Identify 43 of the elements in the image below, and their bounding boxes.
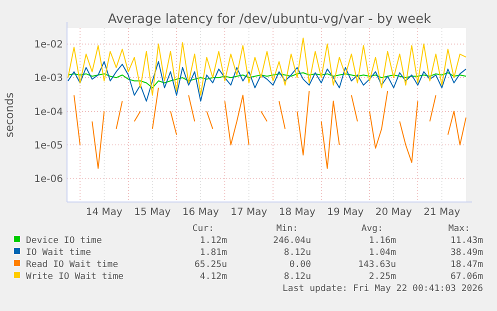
text: 1.16m — [368, 236, 396, 246]
text: 11.43m — [450, 236, 483, 246]
x-tick-label: 21 May — [424, 207, 460, 218]
legend-label: Write IO Wait time — [26, 272, 124, 282]
legend-label: Device IO time — [26, 236, 102, 246]
text: Min: — [276, 224, 298, 234]
x-tick-label: 20 May — [375, 207, 412, 218]
x-tick-label: 17 May — [230, 207, 268, 218]
y-tick-label: 1e-03 — [34, 73, 63, 84]
line-series — [68, 38, 466, 96]
text: 4.12m — [200, 272, 227, 282]
text: Avg: — [361, 224, 383, 234]
text: 65.25u — [194, 260, 227, 270]
text: 1.04m — [368, 248, 396, 258]
text: 8.12u — [284, 272, 311, 282]
text: Max: — [448, 224, 470, 234]
text: 1.12m — [200, 236, 227, 246]
x-tick-label: 14 May — [86, 207, 123, 218]
text: Cur: — [192, 224, 214, 234]
y-tick-label: 1e-04 — [34, 106, 63, 118]
text: Last update: Fri May 22 00:41:03 2026 — [282, 284, 483, 294]
text: 143.63u — [358, 260, 396, 270]
text: 2.25m — [368, 272, 396, 282]
y-axis-title: seconds — [3, 92, 16, 138]
x-tick-label: 16 May — [182, 207, 220, 218]
x-tick-label: 18 May — [278, 207, 316, 218]
chart-title: Average latency for /dev/ubuntu-vg/var - by week — [108, 12, 432, 27]
y-tick-label: 1e-06 — [34, 174, 63, 186]
y-tick-label: 1e-02 — [34, 40, 63, 51]
legend-label: Read IO Wait time — [26, 260, 118, 270]
line-series — [68, 61, 466, 102]
text: 1.81m — [200, 248, 227, 258]
text: 8.12u — [284, 248, 311, 258]
text: 246.04u — [273, 236, 311, 246]
text: 0.00 — [289, 260, 311, 270]
text: 38.49m — [450, 248, 483, 258]
x-tick-label: 15 May — [134, 207, 171, 218]
text: 18.47m — [450, 260, 483, 270]
x-tick-label: 19 May — [327, 207, 364, 218]
y-tick-label: 1e-05 — [34, 140, 63, 152]
line-series — [68, 72, 466, 88]
text: 67.06m — [450, 272, 483, 282]
legend-label: IO Wait time — [26, 248, 92, 258]
